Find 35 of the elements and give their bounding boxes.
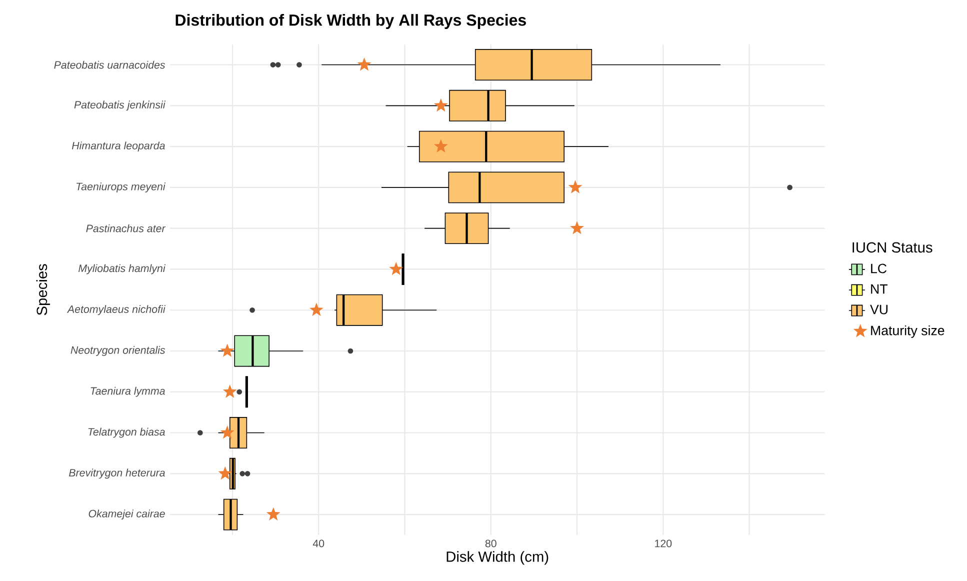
legend-label: VU	[870, 304, 888, 314]
legend-title: IUCN Status	[852, 242, 932, 253]
y-tick-label: Taeniura lymma	[90, 386, 165, 397]
y-tick-label: Brevitrygon heterura	[68, 468, 165, 479]
y-tick-label: Pateobatis uarnacoides	[54, 60, 166, 69]
y-axis-title: Species	[36, 264, 50, 316]
point	[220, 344, 234, 357]
y-tick-label: Aetomylaeus nichofii	[66, 305, 166, 316]
point	[434, 98, 448, 112]
y-tick-label: Myliobatis hamlyni	[78, 264, 166, 274]
x-tick-label: 40	[312, 540, 324, 548]
legend-label: Maturity size	[871, 325, 944, 338]
point	[309, 302, 324, 316]
y-tick-label: Neotrygon orientalis	[70, 346, 166, 356]
point	[434, 139, 448, 152]
legend-label: LC	[871, 264, 887, 274]
point	[570, 220, 584, 234]
point	[568, 180, 582, 194]
y-tick-label: Taeniurops meyeni	[76, 182, 166, 192]
x-axis-title: Disk Width (cm)	[446, 551, 548, 565]
legend-label: NT	[871, 284, 888, 294]
y-tick-label: Himantura leoparda	[72, 142, 165, 152]
x-tick-label: 80	[485, 540, 496, 548]
point	[222, 384, 237, 398]
chart-title: Distribution of Disk Width by All Rays Species	[176, 14, 526, 29]
point	[357, 57, 372, 71]
y-tick-label: Pastinachus ater	[86, 224, 166, 232]
point	[218, 466, 232, 480]
point	[266, 507, 280, 520]
point	[220, 425, 234, 439]
y-tick-label: Pateobatis jenkinsii	[74, 100, 166, 111]
x-tick-label: 120	[655, 540, 672, 548]
y-tick-label: Okamejei cairae	[88, 510, 165, 520]
y-tick-label: Telatrygon biasa	[88, 428, 165, 438]
point	[389, 262, 404, 276]
